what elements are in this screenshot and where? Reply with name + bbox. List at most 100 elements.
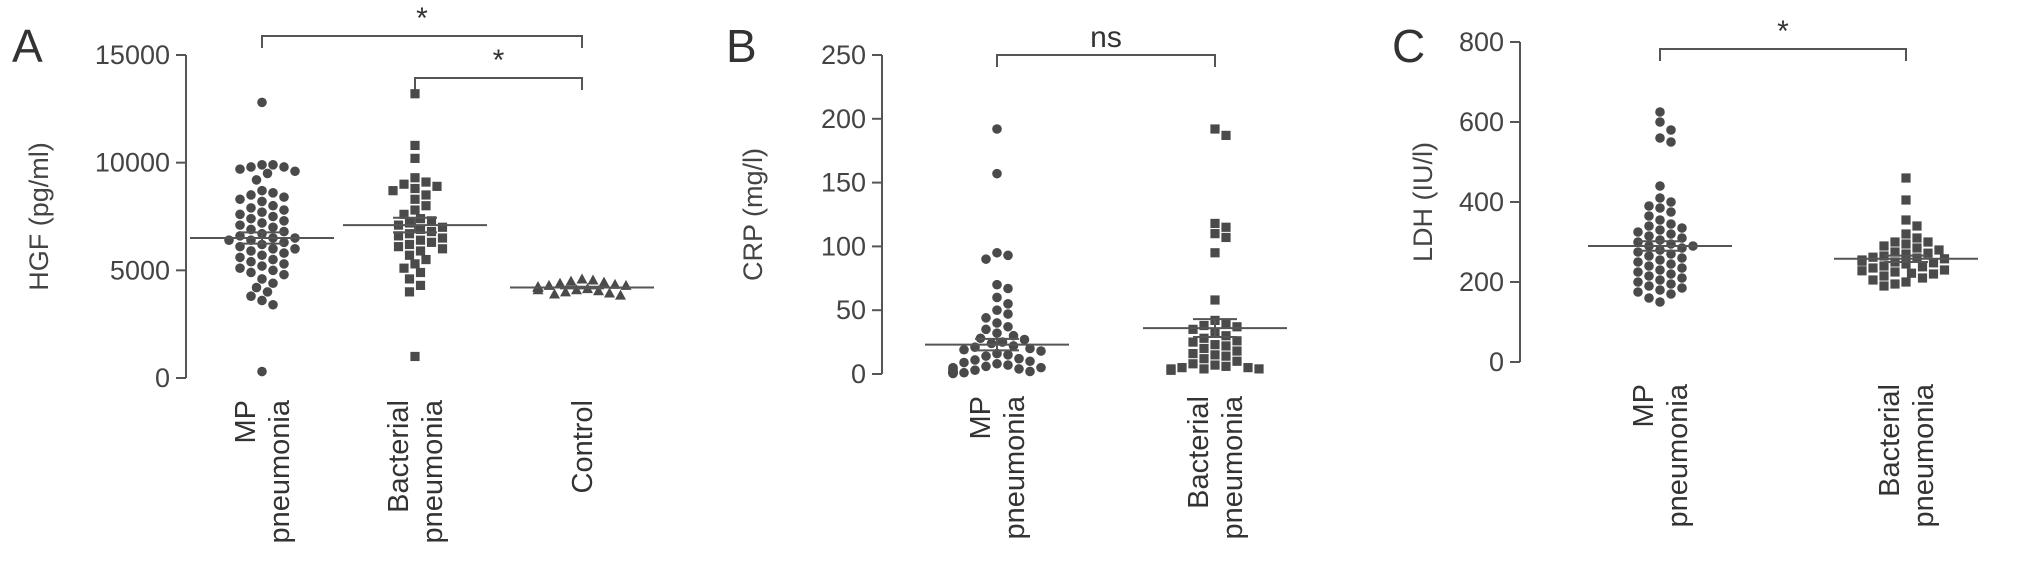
data-point-square — [399, 263, 409, 273]
data-point-square — [1254, 364, 1264, 374]
data-point-circle — [1019, 334, 1030, 345]
data-point-circle — [948, 368, 958, 379]
data-point-circle — [257, 185, 267, 196]
data-point-circle — [1666, 279, 1676, 289]
y-tick-label: 50 — [836, 295, 866, 325]
data-point-circle — [257, 97, 267, 108]
data-point-circle — [1008, 341, 1019, 351]
data-point-circle — [1025, 343, 1035, 354]
data-point-square — [432, 181, 442, 191]
data-point-circle — [246, 162, 256, 172]
data-point-circle — [279, 269, 289, 280]
category-label: MP pneumonia — [230, 399, 296, 543]
data-point-circle — [1003, 250, 1013, 261]
y-tick-label: 5000 — [110, 255, 170, 285]
data-point-circle — [992, 318, 1002, 328]
data-point-circle — [1677, 223, 1687, 233]
data-point-circle — [290, 244, 300, 254]
data-point-circle — [986, 338, 997, 349]
data-point-triangle — [532, 284, 544, 295]
data-point-circle — [992, 305, 1002, 316]
data-point-square — [1879, 241, 1889, 251]
data-point-square — [1906, 268, 1917, 278]
data-point-circle — [1003, 309, 1013, 319]
y-axis-title-ldh: LDH (IU/l) — [1408, 142, 1438, 262]
data-point-circle — [235, 194, 245, 205]
data-point-square — [1188, 348, 1198, 359]
data-point-square — [399, 179, 409, 189]
data-point-square — [1199, 354, 1209, 364]
data-point-square — [1210, 229, 1220, 239]
category-label-line: Control — [567, 400, 599, 494]
data-point-circle — [1003, 283, 1013, 294]
data-point-circle — [268, 278, 278, 289]
data-point-square — [404, 274, 415, 284]
y-tick-label: 800 — [1459, 27, 1504, 57]
data-point-square — [1221, 232, 1231, 243]
y-tick-label: 0 — [851, 359, 866, 389]
data-point-square — [404, 250, 415, 260]
data-point-square — [1210, 218, 1220, 229]
significance-label: * — [1777, 15, 1789, 48]
data-point-square — [1912, 243, 1922, 253]
data-point-circle — [1655, 215, 1665, 225]
y-tick-label: 100 — [821, 231, 866, 261]
data-point-square — [1890, 267, 1900, 277]
data-point-square — [415, 246, 426, 256]
y-tick-label: 400 — [1459, 187, 1504, 217]
data-point-square — [415, 224, 426, 235]
data-point-square — [415, 267, 426, 278]
data-point-square — [1221, 341, 1231, 351]
data-point-circle — [1666, 289, 1676, 299]
data-point-circle — [246, 267, 256, 278]
data-point-circle — [1666, 207, 1676, 217]
data-point-square — [426, 216, 437, 226]
significance-bracket — [1659, 48, 1907, 61]
data-point-square — [1232, 336, 1242, 346]
data-point-square — [1199, 333, 1209, 343]
data-point-square — [1232, 346, 1242, 356]
category-label-line: pneumonia — [999, 395, 1031, 539]
data-point-circle — [992, 168, 1002, 179]
y-tick-label: 200 — [821, 104, 866, 134]
data-point-square — [1188, 359, 1198, 369]
data-point-square — [404, 287, 415, 297]
data-point-square — [1901, 259, 1911, 269]
data-point-square — [1210, 295, 1220, 305]
data-point-square — [437, 244, 448, 254]
data-point-square — [1177, 363, 1187, 373]
data-point-square — [1868, 275, 1878, 285]
data-point-circle — [981, 351, 991, 361]
data-point-circle — [1655, 107, 1665, 117]
data-point-triangle — [560, 286, 571, 297]
data-point-square — [404, 229, 415, 239]
data-point-square — [1199, 320, 1209, 331]
data-point-triangle — [593, 285, 604, 296]
data-point-circle — [246, 190, 256, 200]
data-point-circle — [1644, 293, 1654, 303]
data-point-circle — [992, 358, 1002, 369]
data-point-circle — [1036, 362, 1046, 373]
data-point-square — [1901, 215, 1911, 225]
data-point-circle — [279, 237, 289, 248]
data-point-square — [393, 231, 404, 241]
significance-bracket — [996, 54, 1216, 67]
data-point-square — [421, 177, 431, 187]
data-point-square — [1232, 322, 1242, 332]
data-point-circle — [257, 196, 267, 207]
data-point-square — [388, 186, 398, 196]
y-tick-label: 0 — [1489, 347, 1504, 377]
data-point-square — [426, 237, 437, 247]
data-point-circle — [279, 162, 289, 172]
data-point-circle — [1003, 299, 1013, 309]
data-point-square — [1934, 245, 1944, 255]
data-point-circle — [251, 175, 262, 185]
data-point-circle — [981, 361, 991, 372]
data-point-circle — [279, 216, 289, 226]
category-label-line: Bacterial — [383, 400, 415, 513]
data-point-circle — [992, 279, 1002, 290]
category-label: Bacterial pneumonia — [1183, 395, 1249, 539]
significance-label: * — [493, 44, 505, 77]
data-point-square — [410, 259, 420, 269]
